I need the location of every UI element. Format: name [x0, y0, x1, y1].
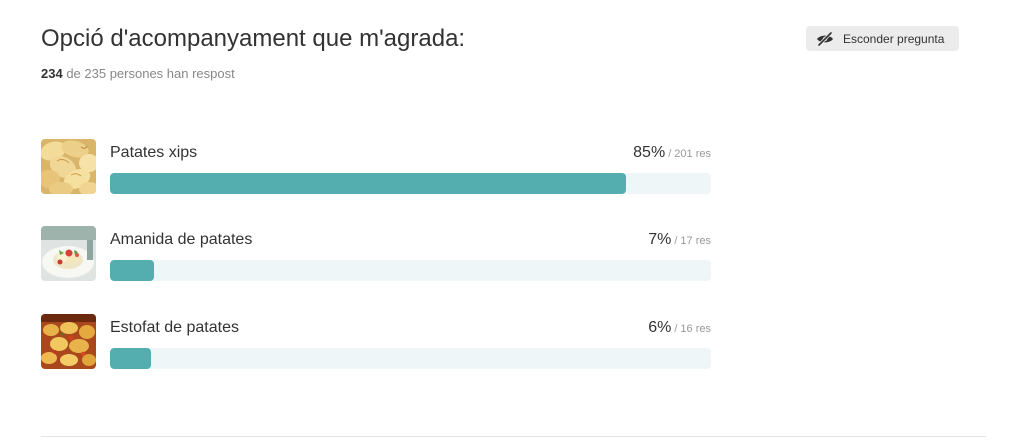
- bottom-divider: [41, 436, 986, 437]
- hide-question-label: Esconder pregunta: [843, 31, 945, 46]
- potato-chips-photo: [41, 139, 96, 194]
- option-label: Patates xips: [110, 144, 198, 161]
- option-votes: / 16 res: [674, 323, 711, 335]
- result-bar-track: [110, 260, 711, 281]
- answered-count: 234: [41, 66, 63, 81]
- result-bar-fill: [110, 348, 151, 369]
- poll-option: Estofat de patates 6%/ 16 res: [41, 314, 711, 370]
- result-bar-track: [110, 173, 711, 194]
- option-label: Amanida de patates: [110, 231, 253, 248]
- hide-question-button[interactable]: Esconder pregunta: [806, 26, 959, 51]
- poll-option: Amanida de patates 7%/ 17 res: [41, 226, 711, 282]
- response-count: 234 de 235 persones han respost: [41, 66, 235, 81]
- potato-stew-photo: [41, 314, 96, 369]
- option-percent: 6%: [648, 319, 672, 336]
- question-title: Opció d'acompanyament que m'agrada:: [41, 25, 466, 52]
- poll-option: Patates xips 85%/ 201 res: [41, 139, 711, 195]
- option-percent: 85%: [633, 144, 666, 161]
- result-bar-fill: [110, 260, 154, 281]
- option-votes: / 201 res: [668, 148, 711, 160]
- response-suffix: de 235 persones han respost: [66, 66, 235, 81]
- potato-salad-photo: [41, 226, 96, 281]
- result-bar-track: [110, 348, 711, 369]
- option-label: Estofat de patates: [110, 319, 239, 336]
- option-stats: 85%/ 201 res: [633, 144, 711, 162]
- option-stats: 6%/ 16 res: [648, 319, 711, 337]
- option-votes: / 17 res: [674, 235, 711, 247]
- option-percent: 7%: [648, 231, 672, 248]
- eye-slash-icon: [817, 31, 833, 46]
- result-bar-fill: [110, 173, 627, 194]
- option-stats: 7%/ 17 res: [648, 231, 711, 249]
